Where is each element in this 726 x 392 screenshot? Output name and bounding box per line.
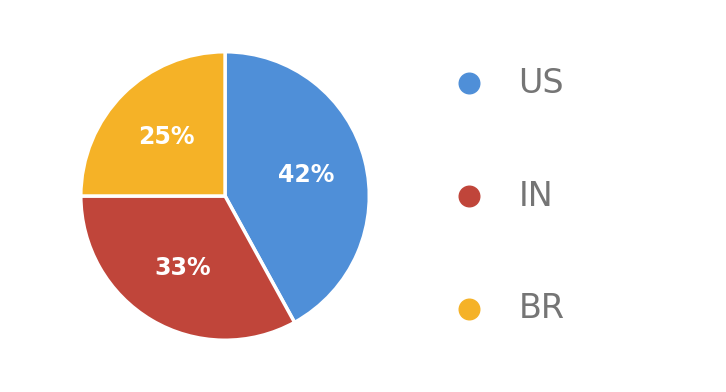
Wedge shape (225, 52, 370, 322)
Wedge shape (81, 52, 225, 196)
Text: 33%: 33% (154, 256, 211, 280)
Text: 25%: 25% (138, 125, 194, 149)
Point (463, 80, 475, 86)
Text: 42%: 42% (278, 163, 334, 187)
Point (463, 193, 475, 199)
Text: BR: BR (518, 292, 565, 325)
Point (463, 306, 475, 312)
Wedge shape (81, 196, 295, 340)
Text: IN: IN (518, 180, 553, 212)
Text: US: US (518, 67, 564, 100)
